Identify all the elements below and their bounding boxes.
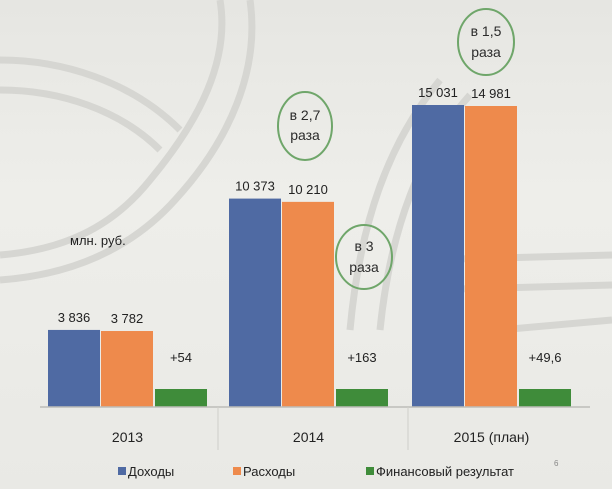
legend: Доходы Расходы Финансовый результат bbox=[118, 464, 514, 479]
bar-финансовый-результат-2015-(план) bbox=[519, 389, 571, 407]
data-label: 10 210 bbox=[288, 182, 328, 197]
annotation-ring bbox=[277, 91, 333, 161]
background-curves bbox=[0, 0, 612, 334]
category-label: 2015 (план) bbox=[454, 429, 530, 445]
unit-label: млн. руб. bbox=[70, 233, 126, 248]
data-label: +163 bbox=[347, 350, 376, 365]
annotation-2014-result: в 3 раза bbox=[335, 224, 393, 290]
annotation-line2: раза bbox=[349, 259, 379, 275]
annotation-line2: раза bbox=[290, 127, 320, 143]
category-label: 2013 bbox=[112, 429, 143, 445]
annotation-ring bbox=[457, 8, 515, 76]
annotation-2015-revenue: в 1,5 раза bbox=[457, 8, 515, 76]
bar-финансовый-результат-2013 bbox=[155, 389, 207, 407]
category-label: 2014 bbox=[293, 429, 324, 445]
annotation-line1: в 2,7 bbox=[290, 107, 321, 123]
bars-layer: 3 836 3 782 +54 10 373 10 210 +163 15 031 14 98… bbox=[48, 85, 571, 408]
bar-расходы-2014 bbox=[282, 201, 334, 407]
annotation-line2: раза bbox=[471, 44, 501, 60]
category-labels: 2013 2014 2015 (план) bbox=[112, 429, 529, 445]
data-label: 3 836 bbox=[58, 310, 91, 325]
annotation-ring bbox=[335, 224, 393, 290]
data-label: 15 031 bbox=[418, 85, 458, 100]
data-label: 3 782 bbox=[111, 311, 144, 326]
data-label: +49,6 bbox=[529, 350, 562, 365]
bar-расходы-2013 bbox=[101, 331, 153, 407]
bar-доходы-2014 bbox=[229, 198, 281, 407]
bar-доходы-2013 bbox=[48, 329, 100, 407]
annotation-line1: в 3 bbox=[354, 238, 373, 254]
data-label: +54 bbox=[170, 350, 192, 365]
annotation-line1: в 1,5 bbox=[471, 23, 502, 39]
annotation-2014-revenue: в 2,7 раза bbox=[277, 91, 333, 161]
data-label: 14 981 bbox=[471, 86, 511, 101]
bar-расходы-2015-(план) bbox=[465, 106, 517, 408]
page-number: 6 bbox=[554, 459, 559, 468]
legend-label: Расходы bbox=[243, 464, 295, 479]
bar-доходы-2015-(план) bbox=[412, 105, 464, 407]
legend-label: Финансовый результат bbox=[376, 464, 514, 479]
data-label: 10 373 bbox=[235, 179, 275, 194]
legend-label: Доходы bbox=[128, 464, 174, 479]
bar-финансовый-результат-2014 bbox=[336, 389, 388, 407]
legend-swatch bbox=[233, 467, 241, 475]
legend-swatch bbox=[366, 467, 374, 475]
legend-swatch bbox=[118, 467, 126, 475]
